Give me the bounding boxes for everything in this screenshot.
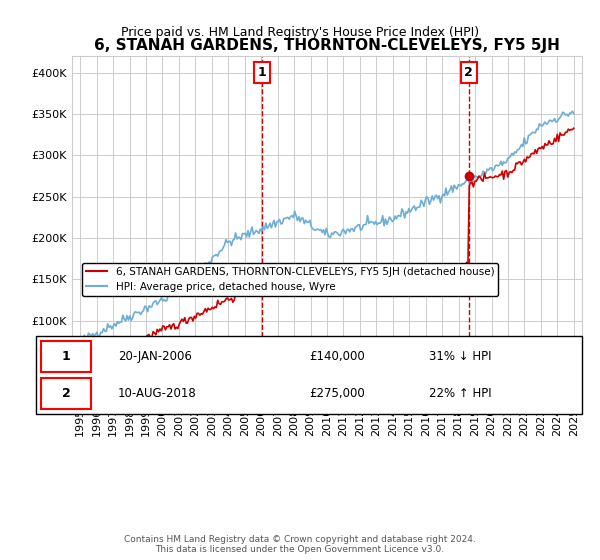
FancyBboxPatch shape (36, 336, 582, 414)
Legend: 6, STANAH GARDENS, THORNTON-CLEVELEYS, FY5 5JH (detached house), HPI: Average pr: 6, STANAH GARDENS, THORNTON-CLEVELEYS, F… (82, 263, 499, 296)
Title: 6, STANAH GARDENS, THORNTON-CLEVELEYS, FY5 5JH: 6, STANAH GARDENS, THORNTON-CLEVELEYS, F… (94, 39, 560, 53)
Text: 2: 2 (62, 387, 70, 400)
Text: 31% ↓ HPI: 31% ↓ HPI (429, 350, 491, 363)
Text: Contains HM Land Registry data © Crown copyright and database right 2024.
This d: Contains HM Land Registry data © Crown c… (124, 535, 476, 554)
Text: 10-AUG-2018: 10-AUG-2018 (118, 387, 197, 400)
Text: £140,000: £140,000 (309, 350, 365, 363)
FancyBboxPatch shape (41, 377, 91, 409)
FancyBboxPatch shape (41, 340, 91, 372)
Text: 2: 2 (464, 66, 473, 79)
Text: 1: 1 (257, 66, 266, 79)
Text: 1: 1 (62, 350, 70, 363)
Text: £275,000: £275,000 (309, 387, 365, 400)
Text: 20-JAN-2006: 20-JAN-2006 (118, 350, 192, 363)
Text: 22% ↑ HPI: 22% ↑ HPI (429, 387, 492, 400)
Text: Price paid vs. HM Land Registry's House Price Index (HPI): Price paid vs. HM Land Registry's House … (121, 26, 479, 39)
